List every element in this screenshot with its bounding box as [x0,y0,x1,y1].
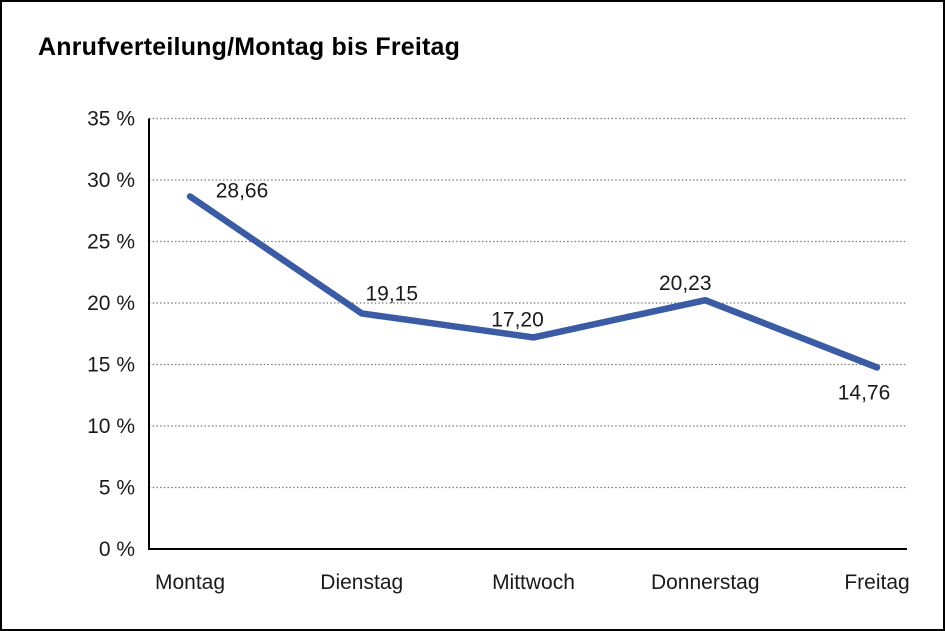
x-category-label: Freitag [844,571,909,594]
x-category-label: Dienstag [320,571,403,594]
y-tick-label: 0 % [99,538,135,561]
y-tick-label: 15 % [87,354,135,377]
y-tick-label: 25 % [87,231,135,254]
x-category-label: Mittwoch [492,571,575,594]
x-category-label: Donnerstag [651,571,760,594]
chart-title: Anrufverteilung/Montag bis Freitag [38,33,461,61]
y-tick-label: 30 % [87,169,135,192]
y-tick-label: 20 % [87,292,135,315]
data-label: 19,15 [365,282,418,305]
data-label: 17,20 [491,308,544,331]
data-label: 20,23 [659,272,712,295]
y-tick-label: 10 % [87,415,135,438]
x-category-label: Montag [155,571,225,594]
data-label: 28,66 [216,179,269,202]
data-line [186,193,881,371]
y-tick-label: 35 % [87,108,135,131]
data-label: 14,76 [838,381,891,404]
y-tick-label: 5 % [99,477,135,500]
